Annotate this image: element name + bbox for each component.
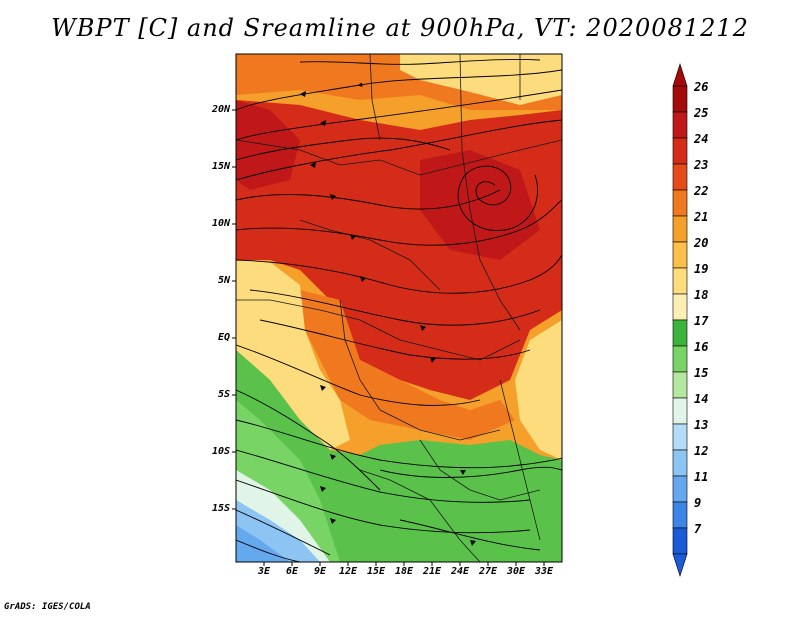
- wbpt-pale-northeast: [400, 54, 562, 105]
- wbpt-blue-deep: [236, 525, 290, 562]
- lon-label-21e: 21E: [422, 566, 442, 577]
- map-frame: [235, 53, 563, 563]
- colorbar-swatch: [672, 475, 688, 503]
- colorbar-swatch: [672, 423, 688, 451]
- lon-label-18e: 18E: [394, 566, 414, 577]
- colorbar-swatch: [672, 319, 688, 347]
- lon-label-3e: 3E: [257, 566, 271, 577]
- wbpt-pale-east: [515, 320, 562, 460]
- colorbar-label: 19: [694, 262, 709, 276]
- lat-label-15s: 15S: [211, 503, 230, 514]
- colorbar-swatch: [672, 111, 688, 139]
- colorbar-label: 11: [694, 470, 709, 484]
- lon-label-24e: 24E: [450, 566, 470, 577]
- lat-label-5s: 5S: [217, 389, 230, 400]
- colorbar-min-arrow: [672, 553, 688, 577]
- colorbar-label: 23: [694, 158, 709, 172]
- lat-label-10s: 10S: [211, 446, 230, 457]
- colorbar-label: 12: [694, 444, 709, 458]
- wbpt-core-25-central: [420, 150, 540, 260]
- colorbar-label: 18: [694, 288, 709, 302]
- colorbar-label: 25: [694, 106, 709, 120]
- colorbar-swatch: [672, 241, 688, 269]
- chart-title: WBPT [C] and Sreamline at 900hPa, VT: 20…: [51, 14, 749, 42]
- colorbar-label: 9: [694, 496, 702, 510]
- colorbar-label: 22: [694, 184, 709, 198]
- colorbar: [672, 63, 688, 577]
- lat-label-eq: EQ: [217, 332, 230, 343]
- axis-ticks: [232, 109, 545, 566]
- streamlines: [236, 59, 562, 562]
- colorbar-swatch: [672, 345, 688, 373]
- lon-label-9e: 9E: [313, 566, 327, 577]
- wbpt-pale-coast: [236, 260, 350, 450]
- colorbar-swatch: [672, 397, 688, 425]
- colorbar-label: 26: [694, 80, 709, 94]
- lat-label-5n: 5N: [217, 275, 230, 286]
- colorbar-label: 20: [694, 236, 709, 250]
- lon-label-27e: 27E: [478, 566, 498, 577]
- grads-credit: GrADS: IGES/COLA: [4, 602, 91, 612]
- lat-label-20n: 20N: [211, 104, 230, 115]
- lon-label-6e: 6E: [285, 566, 299, 577]
- colorbar-swatch: [672, 215, 688, 243]
- colorbar-label: 15: [694, 366, 709, 380]
- lat-label-15n: 15N: [211, 161, 230, 172]
- colorbar-swatch: [672, 449, 688, 477]
- colorbar-swatch: [672, 527, 688, 555]
- colorbar-label: 14: [694, 392, 709, 406]
- colorbar-swatch: [672, 189, 688, 217]
- colorbar-swatch: [672, 371, 688, 399]
- colorbar-swatch: [672, 163, 688, 191]
- colorbar-label: 16: [694, 340, 709, 354]
- wbpt-ring-south: [300, 290, 515, 440]
- colorbar-label: 21: [694, 210, 709, 224]
- colorbar-label: 24: [694, 132, 709, 146]
- colorbar-swatch: [672, 293, 688, 321]
- colorbar-swatch: [672, 501, 688, 529]
- country-borders: [236, 54, 562, 562]
- streamline-arrows: [300, 91, 476, 546]
- colorbar-swatch: [672, 267, 688, 295]
- lon-label-33e: 33E: [534, 566, 554, 577]
- colorbar-label: 17: [694, 314, 709, 328]
- colorbar-label: 7: [694, 522, 702, 536]
- colorbar-swatch: [672, 85, 688, 113]
- lon-label-15e: 15E: [366, 566, 386, 577]
- colorbar-label: 13: [694, 418, 709, 432]
- lon-label-12e: 12E: [338, 566, 358, 577]
- lat-label-10n: 10N: [211, 218, 230, 229]
- colorbar-max-arrow: [672, 63, 688, 87]
- map-panel: [236, 54, 562, 562]
- lon-label-30e: 30E: [506, 566, 526, 577]
- colorbar-swatch: [672, 137, 688, 165]
